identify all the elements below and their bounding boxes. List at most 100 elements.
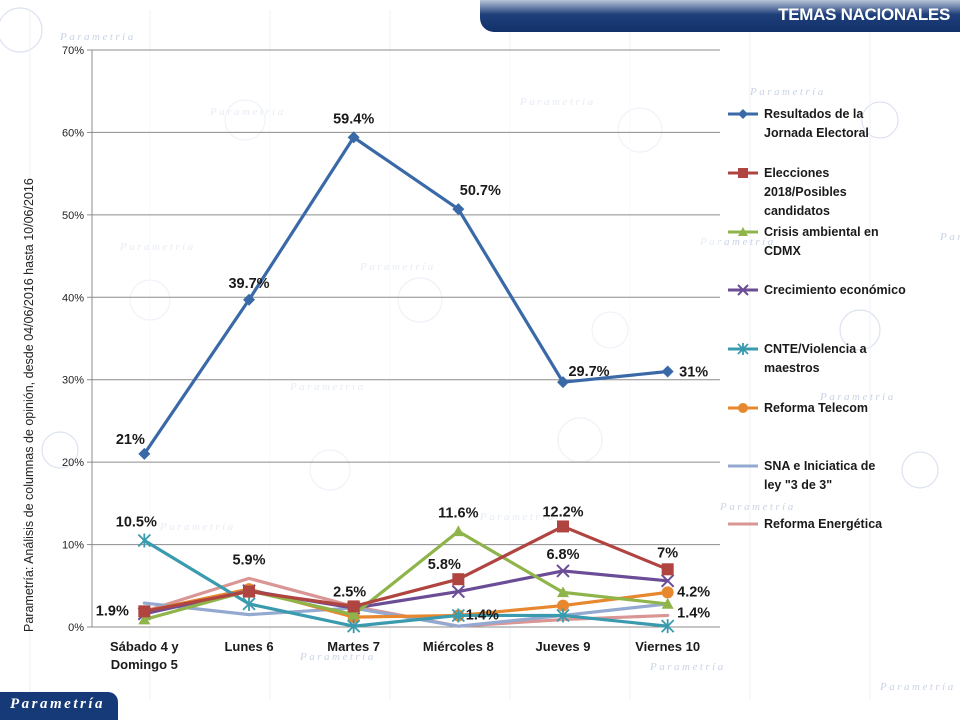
data-label: 6.8% [546, 547, 579, 563]
watermark-text: Parametría [59, 31, 136, 43]
data-point [661, 365, 674, 378]
data-point [661, 619, 675, 634]
series-line [142, 524, 670, 613]
data-label: 50.7% [460, 183, 501, 199]
data-label: 59.4% [333, 111, 374, 127]
data-point [738, 227, 748, 236]
data-label: 12.2% [542, 504, 583, 520]
watermark-circle [861, 101, 899, 139]
legend-item: SNA e Iniciatica de ley "3 de 3" [728, 459, 875, 492]
x-tick-label: Martes 7 [327, 639, 380, 654]
watermark-circle [0, 7, 43, 53]
legend-item: Resultados de la Jornada Electoral [728, 107, 869, 140]
data-label: 1.4% [677, 605, 710, 621]
y-tick-label: 70% [62, 45, 84, 57]
data-point [557, 599, 569, 612]
y-tick-label: 20% [62, 457, 84, 469]
x-tick-label: Miércoles 8 [423, 639, 494, 654]
watermark-text: Parametría [939, 231, 960, 243]
watermark-text: Parametría [299, 651, 376, 663]
watermark-text: Parametría [719, 501, 796, 513]
data-point [556, 564, 570, 578]
data-point [347, 131, 360, 144]
data-point [738, 168, 748, 178]
watermark-circle [901, 451, 939, 489]
series-0 [138, 131, 674, 460]
header-band: TEMAS NACIONALES [480, 0, 960, 32]
x-tick-label: Lunes 6 [224, 639, 273, 654]
data-point [137, 533, 151, 548]
page-title: TEMAS NACIONALES [778, 5, 950, 24]
watermark-circle [41, 431, 79, 469]
data-point [452, 573, 465, 586]
data-label: 39.7% [228, 276, 269, 292]
x-tick-label: Viernes 10 [635, 639, 700, 654]
data-point [660, 574, 675, 588]
data-point [242, 596, 256, 611]
data-label: 1.4% [466, 607, 499, 623]
data-label: 5.9% [232, 552, 265, 568]
data-point [452, 203, 465, 216]
data-point [738, 403, 748, 413]
data-point [138, 605, 151, 618]
data-label: 7% [657, 545, 678, 561]
data-point [243, 293, 255, 306]
data-point [556, 608, 570, 623]
legend-label: Reforma Telecom [764, 401, 868, 415]
data-point [557, 586, 569, 598]
legend-item: Elecciones 2018/Posibles candidatos [728, 166, 847, 218]
legend-item: CNTE/Violencia a maestros [728, 342, 868, 375]
data-label: 1.9% [96, 603, 129, 619]
data-point [347, 600, 360, 613]
data-label: 31% [679, 364, 708, 380]
x-tick-label: Jueves 9 [536, 639, 591, 654]
watermark-text: Parametría [879, 681, 956, 693]
data-point [737, 343, 749, 355]
data-point [347, 608, 360, 620]
series-1 [138, 520, 674, 618]
series-line [142, 135, 670, 456]
data-label: 2.5% [333, 584, 366, 600]
data-point [557, 520, 569, 533]
data-point [738, 109, 748, 119]
y-tick-label: 50% [62, 210, 84, 222]
data-point [138, 613, 151, 625]
data-label: 10.5% [116, 514, 157, 530]
legend-item: Crisis ambiental en CDMX [728, 225, 879, 258]
watermark-circle [839, 309, 881, 351]
legend-item: Crecimiento económico [728, 283, 906, 297]
data-label: 5.8% [428, 557, 461, 573]
legend-label: CNTE/Violencia a maestros [764, 342, 868, 375]
y-tick-label: 40% [62, 292, 84, 304]
data-point [451, 608, 465, 623]
logo-text: Parametría [10, 696, 105, 712]
data-point [661, 563, 674, 576]
data-point [452, 525, 465, 537]
source-note: Parametría: Análisis de columnas de opin… [22, 178, 36, 632]
legend-label: Elecciones 2018/Posibles candidatos [764, 166, 847, 218]
legend-item: Reforma Telecom [728, 401, 868, 415]
legend-label: Crecimiento económico [764, 283, 906, 297]
plot-area [92, 50, 720, 627]
data-point [451, 584, 466, 599]
data-point [737, 284, 749, 296]
data-point [138, 447, 151, 460]
data-label: 11.6% [438, 505, 478, 521]
watermark-text: Parametría [749, 86, 826, 98]
y-tick-label: 10% [62, 540, 84, 552]
data-point [661, 597, 674, 609]
y-tick-label: 30% [62, 375, 84, 387]
data-label: 29.7% [568, 364, 609, 380]
legend-label: Resultados de la Jornada Electoral [764, 107, 869, 140]
watermark-text: Parametría [819, 391, 896, 403]
data-point [243, 585, 255, 598]
data-point [557, 376, 569, 389]
y-tick-label: 0% [68, 622, 84, 634]
legend-item: Reforma Energética [728, 517, 883, 531]
legend-label: Crisis ambiental en CDMX [764, 225, 879, 258]
data-point [661, 586, 674, 599]
legend-label: SNA e Iniciatica de ley "3 de 3" [764, 459, 875, 492]
watermark-text: Parametría [649, 661, 726, 673]
parametria-logo: Parametría [0, 692, 118, 720]
